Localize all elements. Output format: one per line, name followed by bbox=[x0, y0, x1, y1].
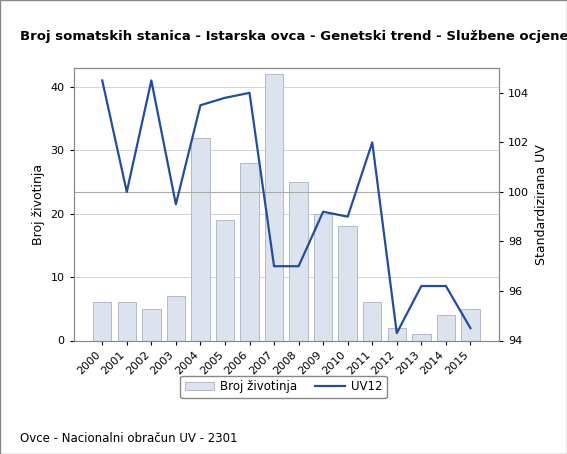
Legend: Broj životinja, UV12: Broj životinja, UV12 bbox=[180, 376, 387, 398]
Bar bbox=[388, 328, 406, 340]
Bar bbox=[117, 302, 136, 340]
Y-axis label: Standardizirana UV: Standardizirana UV bbox=[535, 144, 548, 265]
Text: Ovce - Nacionalni obračun UV - 2301: Ovce - Nacionalni obračun UV - 2301 bbox=[20, 432, 238, 445]
Bar bbox=[265, 74, 284, 340]
Bar bbox=[216, 220, 234, 340]
Bar bbox=[191, 138, 210, 340]
Bar bbox=[142, 309, 160, 340]
Bar bbox=[289, 182, 308, 340]
X-axis label: Godina rođenja: Godina rođenja bbox=[238, 381, 335, 394]
Bar bbox=[167, 296, 185, 340]
Bar bbox=[363, 302, 382, 340]
Bar bbox=[240, 163, 259, 340]
Text: Broj somatskih stanica - Istarska ovca - Genetski trend - Službene ocjene: Broj somatskih stanica - Istarska ovca -… bbox=[20, 30, 567, 43]
Bar bbox=[437, 315, 455, 340]
Bar bbox=[314, 214, 332, 340]
Y-axis label: Broj životinja: Broj životinja bbox=[32, 164, 45, 245]
Bar bbox=[461, 309, 480, 340]
Bar bbox=[412, 334, 430, 340]
Bar bbox=[93, 302, 112, 340]
Bar bbox=[338, 227, 357, 340]
